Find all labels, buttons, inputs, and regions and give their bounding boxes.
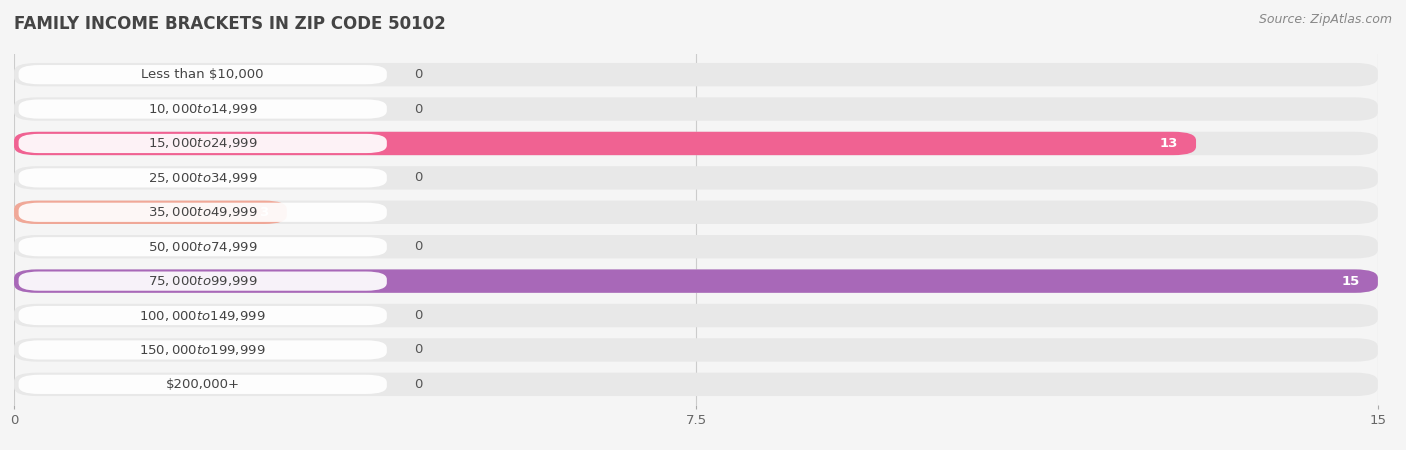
Text: $10,000 to $14,999: $10,000 to $14,999 xyxy=(148,102,257,116)
FancyBboxPatch shape xyxy=(14,201,287,224)
FancyBboxPatch shape xyxy=(14,270,1378,293)
Text: 13: 13 xyxy=(1160,137,1178,150)
Text: $50,000 to $74,999: $50,000 to $74,999 xyxy=(148,240,257,254)
Text: $15,000 to $24,999: $15,000 to $24,999 xyxy=(148,136,257,150)
FancyBboxPatch shape xyxy=(18,340,387,360)
FancyBboxPatch shape xyxy=(14,304,1378,327)
FancyBboxPatch shape xyxy=(18,134,387,153)
Text: 15: 15 xyxy=(1341,274,1360,288)
Text: 3: 3 xyxy=(259,206,269,219)
FancyBboxPatch shape xyxy=(14,166,1378,189)
Text: 0: 0 xyxy=(415,309,422,322)
Text: Source: ZipAtlas.com: Source: ZipAtlas.com xyxy=(1258,14,1392,27)
FancyBboxPatch shape xyxy=(14,132,1197,155)
FancyBboxPatch shape xyxy=(18,375,387,394)
FancyBboxPatch shape xyxy=(18,99,387,119)
Text: $150,000 to $199,999: $150,000 to $199,999 xyxy=(139,343,266,357)
Text: 0: 0 xyxy=(415,378,422,391)
Text: 0: 0 xyxy=(415,240,422,253)
FancyBboxPatch shape xyxy=(14,373,1378,396)
FancyBboxPatch shape xyxy=(14,97,1378,121)
Text: $35,000 to $49,999: $35,000 to $49,999 xyxy=(148,205,257,219)
FancyBboxPatch shape xyxy=(14,235,1378,258)
FancyBboxPatch shape xyxy=(14,338,1378,362)
FancyBboxPatch shape xyxy=(18,202,387,222)
Text: 0: 0 xyxy=(415,68,422,81)
FancyBboxPatch shape xyxy=(14,270,1378,293)
Text: $200,000+: $200,000+ xyxy=(166,378,239,391)
FancyBboxPatch shape xyxy=(18,306,387,325)
Text: FAMILY INCOME BRACKETS IN ZIP CODE 50102: FAMILY INCOME BRACKETS IN ZIP CODE 50102 xyxy=(14,15,446,33)
FancyBboxPatch shape xyxy=(14,63,1378,86)
FancyBboxPatch shape xyxy=(18,168,387,188)
FancyBboxPatch shape xyxy=(14,132,1378,155)
FancyBboxPatch shape xyxy=(18,65,387,84)
Text: $25,000 to $34,999: $25,000 to $34,999 xyxy=(148,171,257,185)
Text: 0: 0 xyxy=(415,103,422,116)
Text: Less than $10,000: Less than $10,000 xyxy=(142,68,264,81)
Text: 0: 0 xyxy=(415,171,422,184)
Text: $100,000 to $149,999: $100,000 to $149,999 xyxy=(139,309,266,323)
FancyBboxPatch shape xyxy=(18,237,387,256)
FancyBboxPatch shape xyxy=(14,201,1378,224)
Text: 0: 0 xyxy=(415,343,422,356)
FancyBboxPatch shape xyxy=(18,271,387,291)
Text: $75,000 to $99,999: $75,000 to $99,999 xyxy=(148,274,257,288)
